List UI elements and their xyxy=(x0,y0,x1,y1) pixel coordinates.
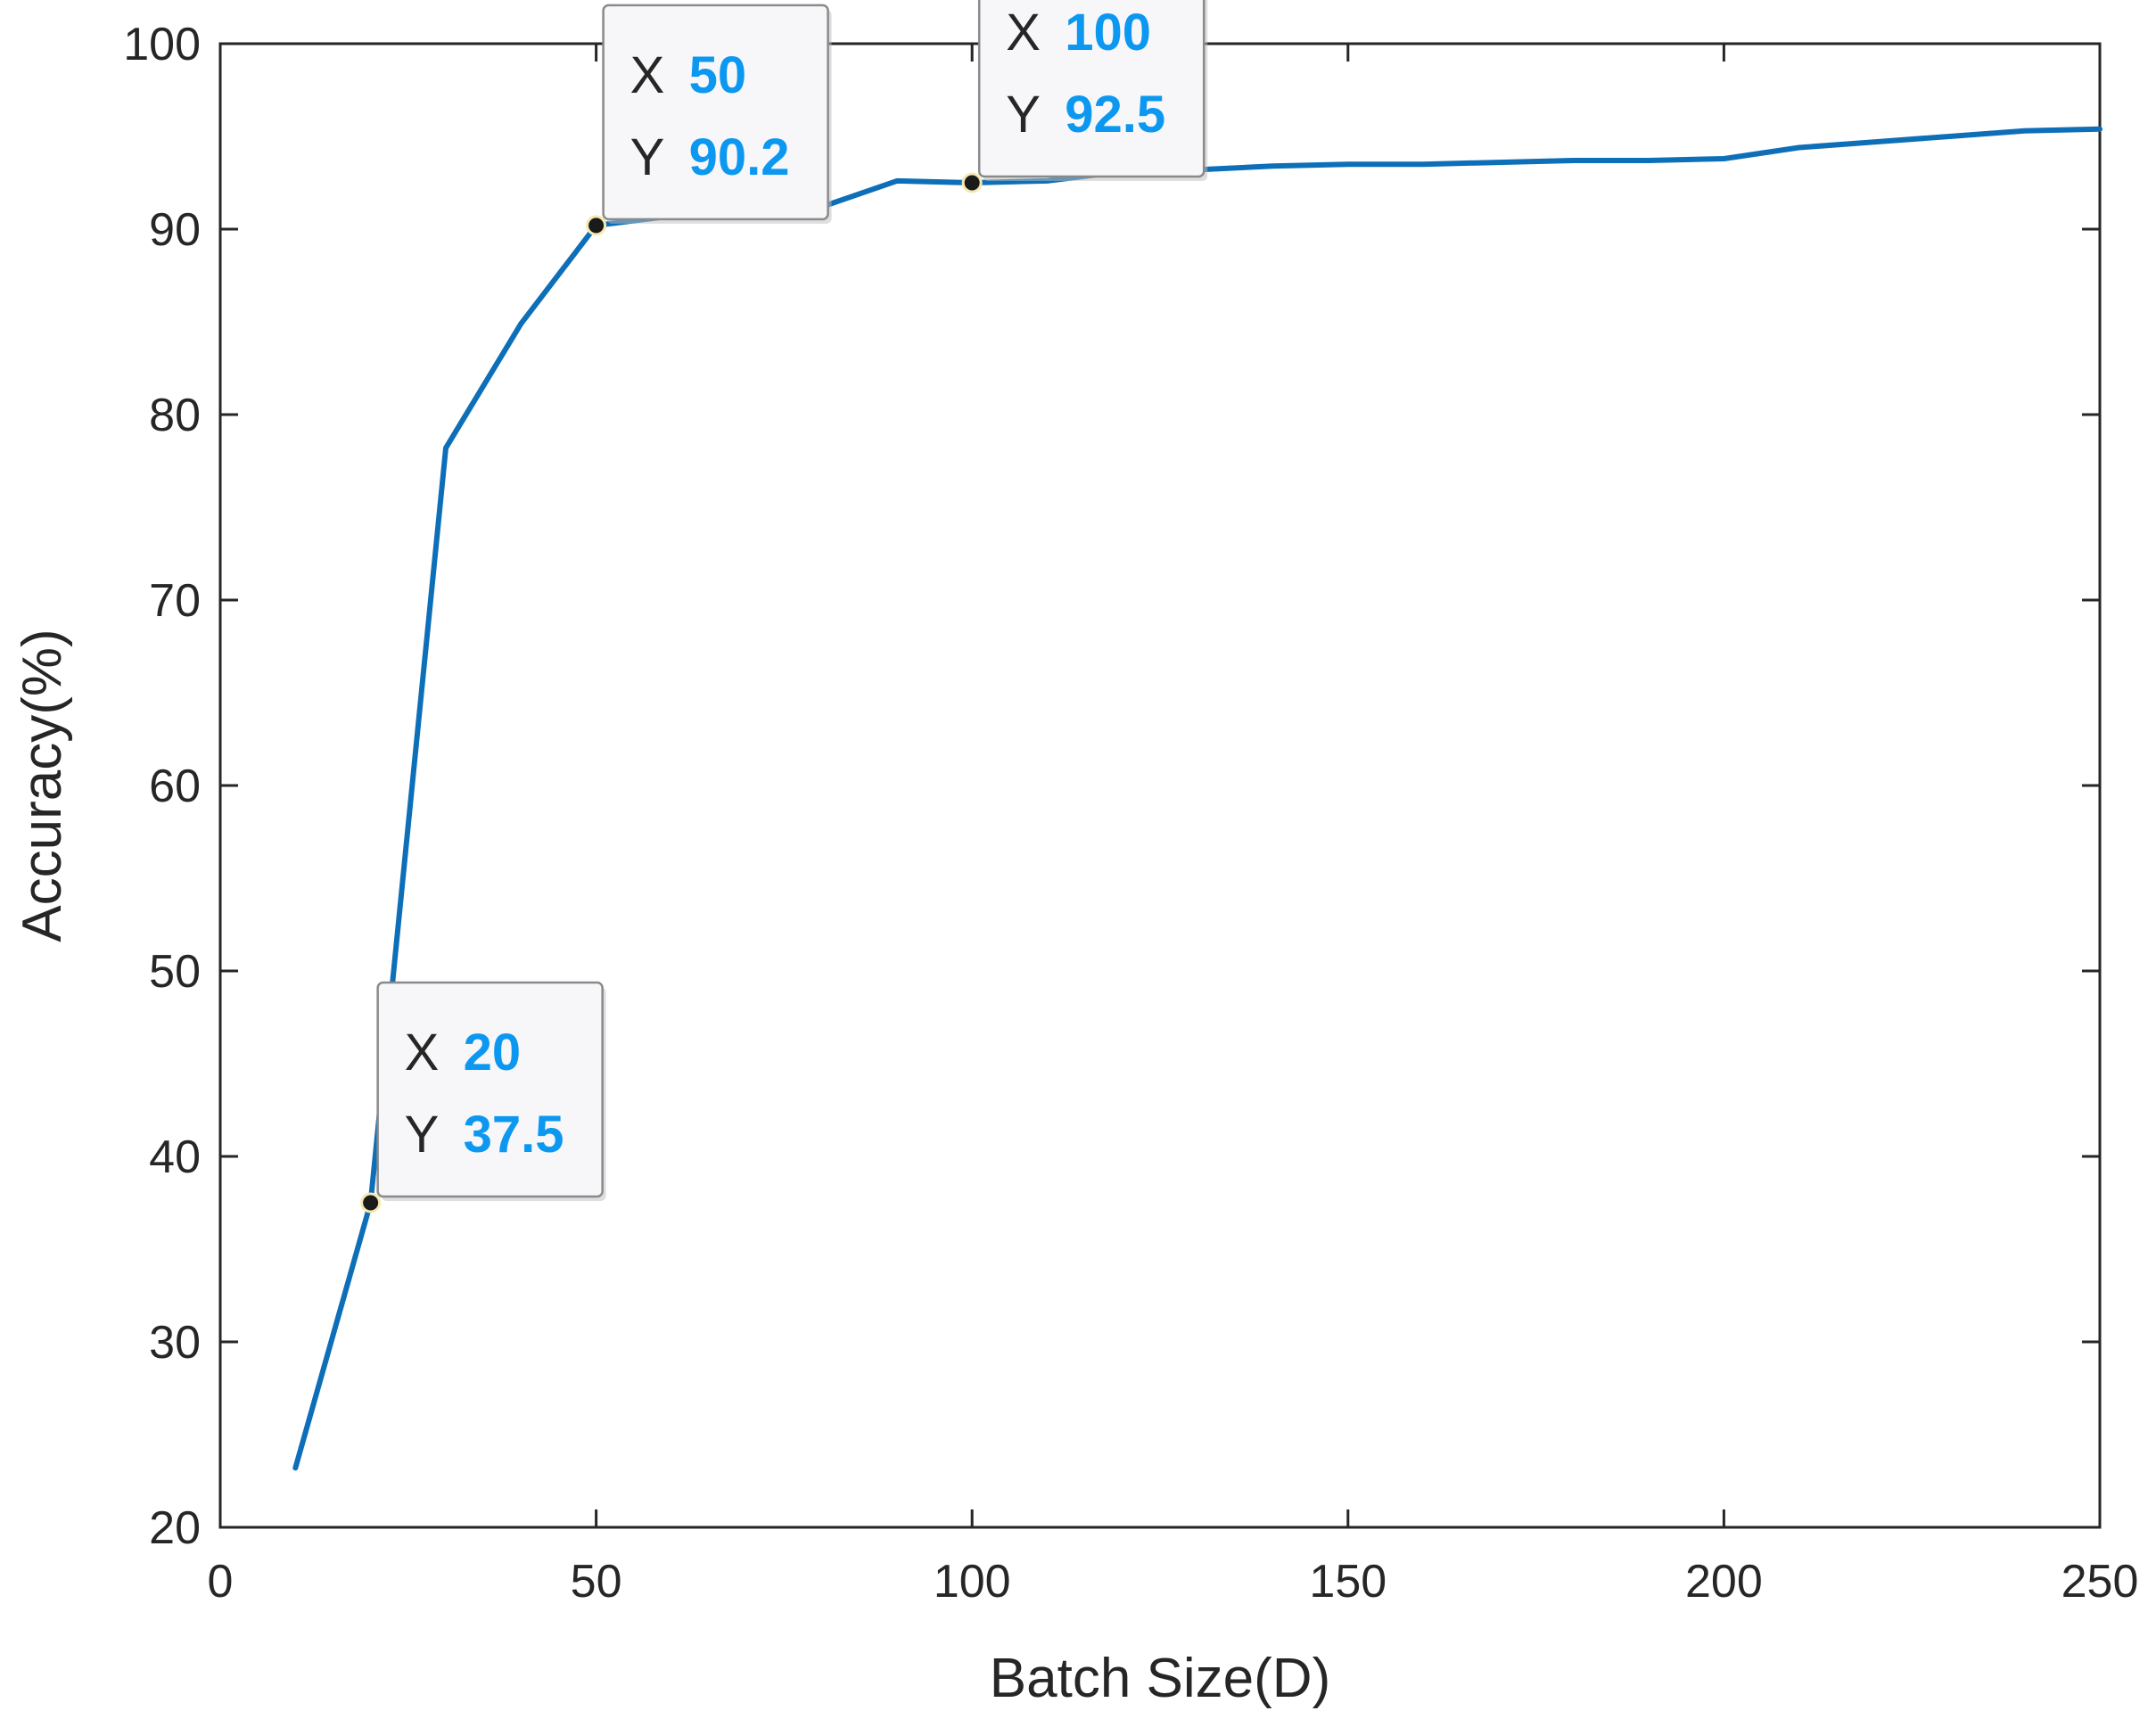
y-tick-label: 50 xyxy=(149,946,201,998)
x-tick-label: 200 xyxy=(1685,1556,1763,1608)
datatips-layer: X 20 Y 37.5 X 50 Y 90.2 X 100 Y 92.5 xyxy=(360,0,1208,1213)
datatip-marker[interactable] xyxy=(360,1192,382,1213)
datatip-marker[interactable] xyxy=(961,172,983,193)
datatip-box xyxy=(376,981,604,1198)
datatip-y-value: 92.5 xyxy=(1065,86,1165,144)
datatip-x-value: 20 xyxy=(464,1024,522,1082)
plot-area xyxy=(218,42,2102,1529)
datatip-y-key: Y xyxy=(1006,86,1041,144)
y-tick-label: 90 xyxy=(149,204,201,256)
x-tick-label: 100 xyxy=(934,1556,1011,1608)
datatip[interactable]: X 50 Y 90.2 xyxy=(586,4,832,236)
datatip-marker[interactable] xyxy=(586,215,607,236)
datatip-x-key: X xyxy=(1006,4,1041,62)
y-tick-label: 20 xyxy=(149,1502,201,1554)
y-tick-label: 100 xyxy=(123,19,201,70)
y-tick-label: 60 xyxy=(149,761,201,812)
y-tick-label: 40 xyxy=(149,1131,201,1183)
datatip-x-value: 100 xyxy=(1065,4,1151,62)
y-tick-label: 70 xyxy=(149,575,201,627)
datatip-box xyxy=(977,0,1206,178)
datatip-y-value: 37.5 xyxy=(464,1106,564,1164)
datatip-x-key: X xyxy=(405,1024,440,1082)
y-tick-label: 80 xyxy=(149,390,201,441)
datatip-y-value: 90.2 xyxy=(689,128,790,186)
y-tick-label: 30 xyxy=(149,1317,201,1369)
y-axis-title: Accuracy(%) xyxy=(12,629,73,942)
x-tick-label: 250 xyxy=(2061,1556,2139,1608)
datatip-y-key: Y xyxy=(630,128,665,186)
datatip-x-key: X xyxy=(630,46,665,104)
plot-frame xyxy=(218,42,2102,1529)
datatip[interactable]: X 100 Y 92.5 xyxy=(961,0,1208,193)
datatip-y-key: Y xyxy=(405,1106,440,1164)
x-tick-label: 0 xyxy=(208,1556,234,1608)
x-tick-label: 150 xyxy=(1309,1556,1387,1608)
x-axis-title: Batch Size(D) xyxy=(990,1648,1330,1709)
x-tick-label: 50 xyxy=(571,1556,622,1608)
datatip-x-value: 50 xyxy=(689,46,747,104)
datatip[interactable]: X 20 Y 37.5 xyxy=(360,981,606,1213)
x-axis-ticks: 0 50 100 150 200 250 xyxy=(208,44,2139,1608)
datatip-box xyxy=(602,4,829,221)
y-axis-ticks: 20 30 40 50 60 70 80 90 100 xyxy=(123,19,2100,1554)
